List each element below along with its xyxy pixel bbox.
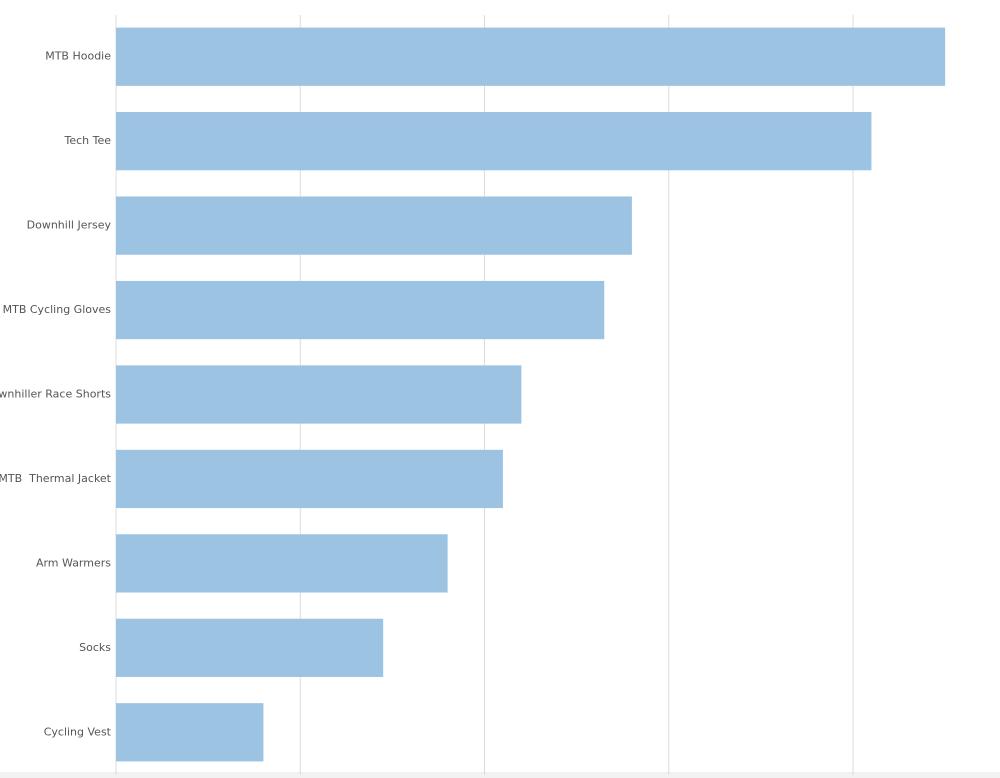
bar [116,280,605,340]
bar [116,196,632,255]
bar [116,27,946,86]
y-tick-label: MTB Hoodie [45,50,111,63]
bar [116,365,522,424]
y-tick-label: Downhill Jersey [27,219,112,232]
y-tick-label: Tech Tee [63,134,111,147]
bar [116,449,503,509]
bar [116,703,264,762]
y-tick-label: MTB Cycling Gloves [3,303,112,316]
bar [116,534,448,593]
y-tick-label: MTB Thermal Jacket [0,472,112,485]
bar [116,618,384,677]
y-tick-label: Arm Warmers [36,556,111,569]
y-tick-label: Cycling Vest [44,725,112,738]
y-tick-label: Downhiller Race Shorts [0,388,111,401]
bar [116,112,872,171]
bottom-strip [0,772,1000,778]
y-tick-label: Socks [79,641,111,654]
